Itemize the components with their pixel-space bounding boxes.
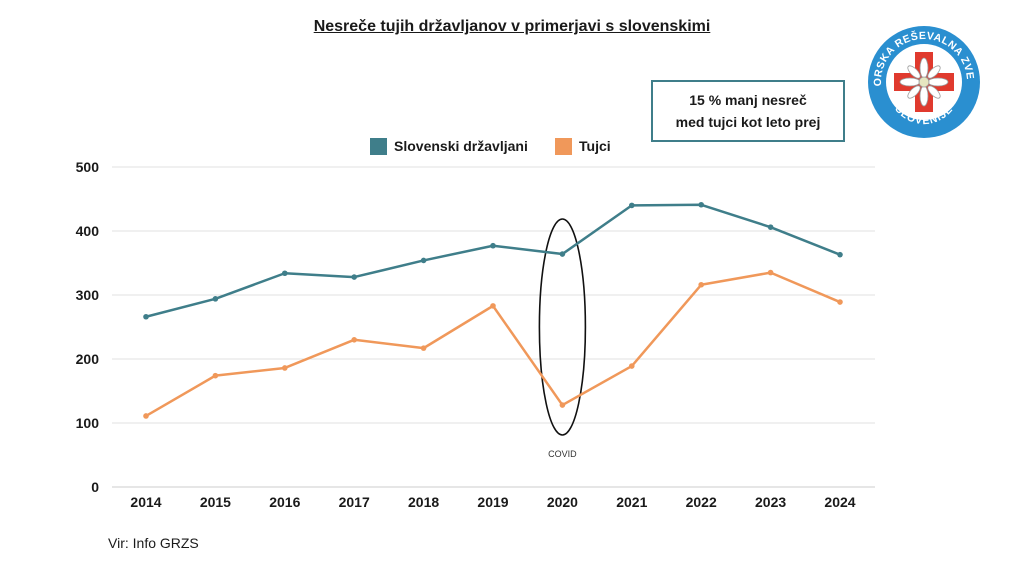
x-tick-label: 2024 — [824, 494, 855, 510]
y-tick-label: 100 — [76, 415, 100, 431]
data-point — [143, 413, 149, 419]
data-point — [351, 337, 358, 343]
x-tick-label: 2016 — [269, 494, 300, 510]
x-tick-label: 2017 — [339, 494, 370, 510]
data-point — [212, 296, 219, 302]
data-point — [629, 363, 635, 369]
data-point — [559, 251, 566, 257]
data-point — [767, 224, 774, 230]
y-tick-label: 200 — [76, 351, 100, 367]
x-tick-label: 2021 — [616, 494, 647, 510]
y-tick-label: 500 — [76, 159, 100, 175]
data-point — [629, 202, 635, 209]
x-tick-label: 2015 — [200, 494, 231, 510]
legend-label: Tujci — [579, 138, 611, 154]
chart-title: Nesreče tujih državljanov v primerjavi s… — [313, 18, 711, 35]
data-point — [698, 201, 704, 208]
y-tick-label: 300 — [76, 287, 100, 303]
series-line-1 — [145, 271, 841, 418]
data-point — [143, 313, 149, 320]
legend-swatch — [555, 138, 572, 155]
series-lines — [143, 201, 843, 419]
y-tick-label: 400 — [76, 223, 100, 239]
data-point — [767, 269, 774, 276]
data-point — [490, 242, 496, 249]
series-line-0 — [145, 203, 841, 318]
y-tick-label: 0 — [91, 479, 99, 495]
legend-swatch — [370, 138, 387, 155]
legend-label: Slovenski državljani — [394, 138, 528, 154]
annotation-ellipse — [538, 218, 587, 436]
x-tick-label: 2019 — [477, 494, 508, 510]
data-point — [282, 270, 288, 277]
source-note: Vir: Info GRZS — [108, 535, 199, 551]
grzs-logo: GORSKA REŠEVALNA ZVEZA SLOVENIJE — [866, 24, 980, 138]
data-point — [212, 372, 219, 379]
data-point — [837, 251, 843, 258]
x-tick-label: 2023 — [755, 494, 786, 510]
callout-box: 15 % manj nesreč med tujci kot leto prej — [651, 80, 845, 142]
data-point — [420, 257, 427, 264]
data-point — [559, 402, 566, 408]
x-tick-label: 2014 — [130, 494, 161, 510]
data-point — [837, 299, 843, 305]
data-point — [490, 303, 496, 309]
data-point — [351, 274, 358, 280]
callout-line-1: 15 % manj nesreč — [689, 92, 807, 108]
data-point — [282, 365, 288, 371]
edelweiss-icon — [899, 57, 949, 107]
data-point — [698, 281, 704, 288]
x-tick-label: 2020 — [547, 494, 578, 510]
grid — [112, 166, 875, 488]
x-tick-label: 2022 — [686, 494, 717, 510]
x-axis: 2014 2015 2016 2017 2018 2019 2020 2021 2022 2023… — [130, 494, 855, 510]
annotation-label: COVID — [548, 449, 577, 459]
y-axis: 0 100 200 300 400 500 — [76, 159, 100, 495]
covid-annotation: COVID — [538, 218, 587, 459]
callout-line-2: med tujci kot leto prej — [675, 114, 821, 130]
x-tick-label: 2018 — [408, 494, 439, 510]
legend: Slovenski državljani Tujci — [370, 138, 611, 155]
data-point — [420, 345, 427, 351]
